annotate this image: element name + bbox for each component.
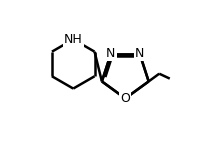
Text: NH: NH bbox=[64, 33, 83, 46]
Text: N: N bbox=[106, 47, 116, 60]
Text: O: O bbox=[120, 92, 130, 105]
Text: N: N bbox=[135, 47, 144, 60]
